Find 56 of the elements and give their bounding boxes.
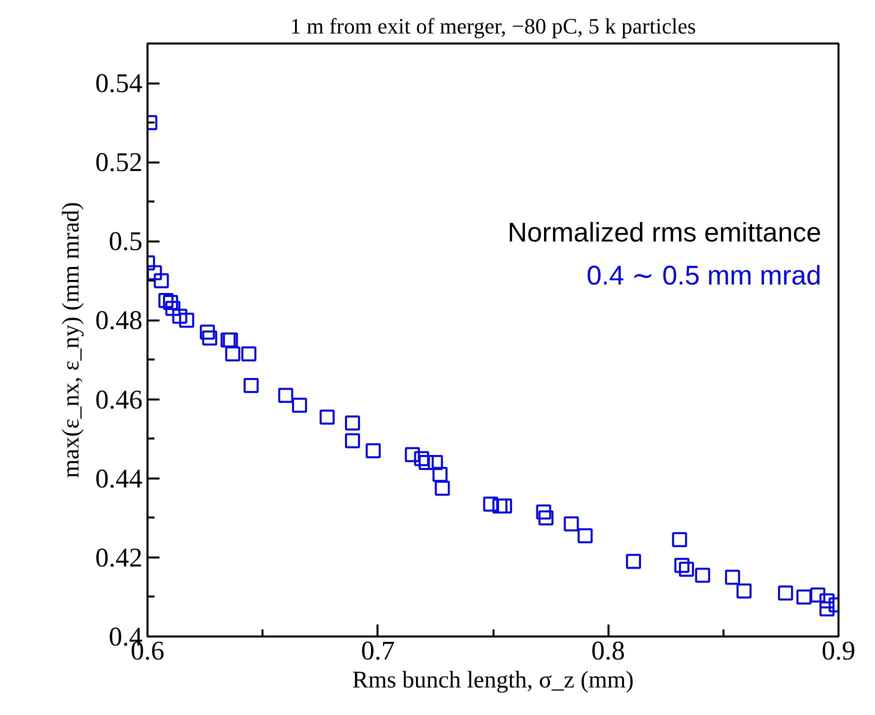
point [819,601,834,616]
point [483,496,498,512]
point [404,447,420,462]
point [225,346,240,362]
y-tick-label: 0.42 [95,542,142,572]
point [179,312,194,328]
point [538,510,554,526]
chart-title: 1 m from exit of merger, −80 pC, 5 k particles [290,14,696,38]
y-tick-label: 0.48 [95,305,142,336]
annotation: Normalized rms emittance [508,218,822,248]
point [736,584,752,599]
point [366,443,381,458]
point [578,528,593,544]
point [165,300,180,316]
point [241,346,256,362]
point [148,265,162,280]
y-tick-label: 0.46 [95,384,142,414]
x-tick-label: 0.9 [822,636,856,666]
x-axis-title: Rms bunch length, σ_z (mm) [352,668,634,694]
point [778,586,794,601]
point [536,504,552,520]
y-tick-label: 0.52 [95,147,142,178]
point [202,330,218,346]
y-tick-label: 0.54 [95,68,143,98]
x-tick-label: 0.7 [360,636,395,666]
point [418,455,434,470]
point [672,532,688,548]
point [158,292,174,308]
point [564,516,579,532]
point [810,587,826,602]
point [434,480,450,496]
point [678,562,694,577]
point [172,308,188,324]
point [725,570,740,585]
point [200,324,215,340]
point [278,388,294,403]
y-tick-label: 0.44 [95,463,143,494]
point [344,416,360,431]
point [695,568,710,583]
point [154,273,169,288]
point [819,593,834,608]
point [414,451,430,466]
y-axis-title: max(ε_nx, ε_ny) (mm mrad) [58,202,84,478]
point [320,410,335,425]
x-tick-label: 0.8 [591,636,626,666]
point [674,558,690,573]
y-tick-label: 0.5 [108,226,142,256]
point [432,466,448,482]
point [163,294,178,310]
point [796,589,812,604]
point [244,378,259,393]
point [344,433,360,448]
point [428,455,443,470]
annotation: 0.4 ∼ 0.5 mm mrad [586,260,822,290]
point [626,554,642,569]
point [292,398,308,413]
